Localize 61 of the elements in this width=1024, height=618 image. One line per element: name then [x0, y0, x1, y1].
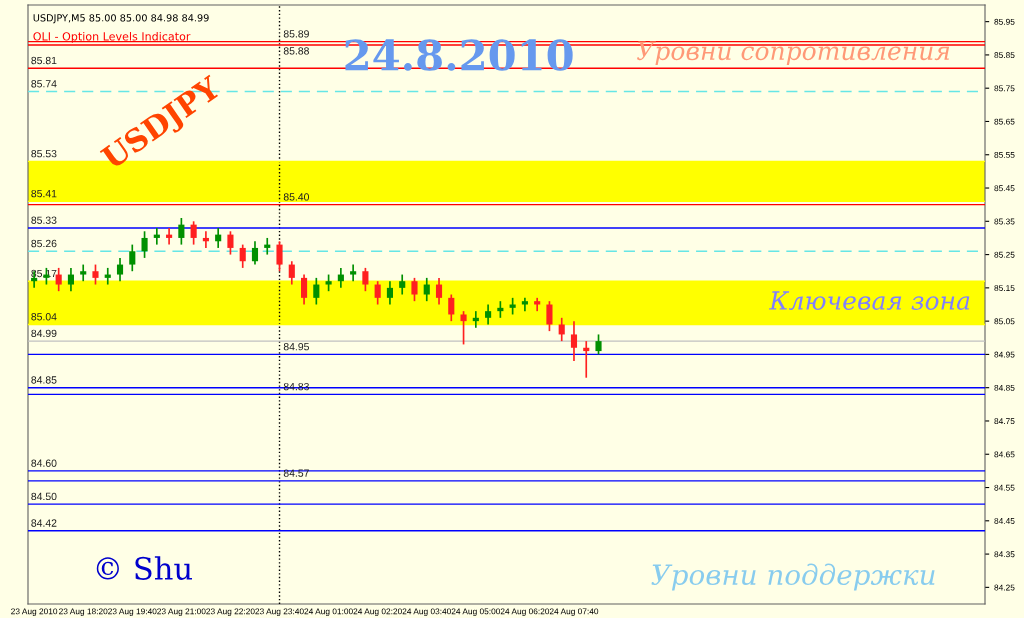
candlestick	[276, 240, 283, 273]
y-tick-label: 85.05	[994, 318, 1015, 325]
ref-line-label: 84.42	[31, 519, 57, 527]
candlestick	[411, 277, 418, 303]
y-tick-label: 85.55	[994, 151, 1015, 158]
y-tick-label: 85.95	[994, 18, 1015, 25]
annotation: © Shu	[96, 556, 192, 580]
y-tick-label: 85.25	[994, 251, 1015, 258]
y-tick-label: 84.75	[994, 418, 1015, 425]
y-tick-label: 85.75	[994, 85, 1015, 92]
ref-line-label: 85.33	[31, 216, 57, 224]
ref-line-label: 84.85	[31, 376, 57, 384]
y-tick-label: 84.25	[994, 584, 1015, 591]
ref-line-label: 84.60	[31, 459, 57, 467]
candlestick	[460, 310, 467, 346]
text: 24.8.2010	[345, 39, 573, 71]
candlestick	[595, 333, 602, 356]
ref-line-label: 85.41	[31, 189, 57, 198]
candlestick	[92, 263, 99, 286]
candlestick	[141, 230, 148, 259]
y-tick-label: 84.45	[994, 518, 1015, 524]
ref-line-label: 84.95	[283, 342, 309, 351]
ref-line-label: 85.88	[283, 47, 309, 55]
x-tick-label: 23 Aug 21:00	[157, 608, 206, 616]
y-tick-label: 84.85	[994, 384, 1015, 391]
x-tick-label: 24 Aug 06:20	[500, 608, 550, 616]
y-tick-label: 84.55	[994, 484, 1015, 491]
y-tick-label: 84.65	[994, 451, 1015, 458]
x-tick-label: 24 Aug 01:00	[304, 608, 353, 616]
y-tick-label: 84.95	[994, 351, 1015, 358]
candlestick	[227, 230, 234, 256]
x-tick-label: 23 Aug 2010	[11, 608, 58, 616]
ref-line-label: 85.74	[31, 80, 57, 88]
x-tick-label: 23 Aug 19:40	[108, 608, 157, 616]
ref-line-label: 85.53	[31, 149, 57, 158]
x-tick-label: 23 Aug 23:40	[255, 608, 304, 616]
x-tick-label: 24 Aug 03:40	[402, 608, 451, 616]
ref-line-label: 85.89	[283, 30, 309, 38]
ref-line-label: 85.40	[283, 193, 310, 201]
annotation: Ключевая зона	[768, 291, 970, 310]
ref-line-label: 84.99	[31, 329, 57, 338]
candlestick	[546, 300, 553, 332]
x-tick-label: 24 Aug 07:40	[549, 608, 599, 616]
x-tick-label: 23 Aug 22:20	[206, 608, 255, 616]
annotation: Уровни поддержки	[651, 563, 935, 591]
y-tick-label: 85.85	[994, 52, 1015, 59]
annotation: OLI - Option Levels Indicator	[33, 31, 191, 43]
y-tick-label: 85.45	[994, 185, 1015, 192]
ref-line-label: 85.04	[31, 313, 57, 321]
y-tick-label: 84.35	[994, 551, 1015, 558]
ref-line-label: 85.81	[31, 56, 57, 65]
y-tick-label: 85.65	[994, 118, 1015, 125]
annotation: Уровни сопротивления	[637, 41, 950, 66]
ref-line-label: 85.26	[31, 239, 57, 248]
ref-line-label: 84.50	[31, 492, 57, 501]
x-tick-label: 24 Aug 05:00	[451, 608, 501, 616]
y-tick-label: 85.15	[994, 285, 1015, 291]
y-tick-label: 85.35	[994, 218, 1015, 225]
x-tick-label: 23 Aug 18:20	[59, 608, 108, 616]
x-tick-label: 24 Aug 02:20	[353, 608, 402, 616]
annotation: USDJPY,M5 85.00 85.00 84.98 84.99	[33, 14, 209, 24]
